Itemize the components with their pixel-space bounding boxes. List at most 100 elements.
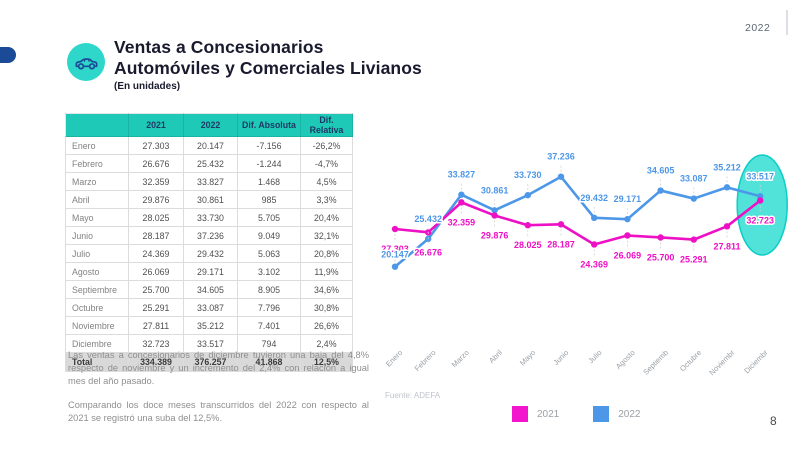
month-cell: Noviembre bbox=[65, 316, 129, 335]
value-cell: 27.811 bbox=[128, 316, 184, 335]
value-cell: 25.291 bbox=[128, 298, 184, 317]
data-label-2022: 30.861 bbox=[481, 185, 509, 195]
value-cell: 2,4% bbox=[300, 334, 353, 353]
page-title: Ventas a Concesionarios Automóviles y Co… bbox=[114, 37, 422, 79]
data-label-2022: 29.171 bbox=[614, 194, 642, 204]
value-cell: 3.102 bbox=[237, 262, 301, 281]
table-row: Noviembre 27.811 35.212 7.401 26,6% bbox=[65, 316, 353, 335]
table-row: Mayo 28.025 33.730 5.705 20,4% bbox=[65, 208, 353, 227]
x-axis-label: Septiemb bbox=[641, 348, 670, 377]
x-axis-label: Febrero bbox=[413, 348, 438, 373]
series-2021-point bbox=[723, 223, 731, 230]
table-row: Julio 24.369 29.432 5.063 20,8% bbox=[65, 244, 353, 263]
value-cell: 33.087 bbox=[183, 298, 238, 317]
car-icon bbox=[75, 57, 97, 70]
value-cell: 37.236 bbox=[183, 226, 238, 245]
value-cell: 28.025 bbox=[128, 208, 184, 227]
x-axis-label: Mayo bbox=[518, 348, 537, 367]
series-2022-point bbox=[524, 191, 531, 199]
page-subtitle: (En unidades) bbox=[114, 81, 181, 92]
month-cell: Abril bbox=[65, 190, 129, 209]
value-cell: 26.676 bbox=[128, 154, 184, 173]
value-cell: 29.171 bbox=[183, 262, 238, 281]
data-label-2022: 35.212 bbox=[713, 162, 741, 172]
series-2021-point bbox=[591, 241, 598, 248]
table-body: Enero 27.303 20.147 -7.156 -26,2% Febrero 26.6… bbox=[65, 136, 353, 372]
data-label-2022: 29.432 bbox=[580, 193, 608, 203]
data-label-2022: 33.730 bbox=[514, 170, 542, 180]
data-label-2021: 26.676 bbox=[414, 247, 442, 257]
table-row: Junio 28.187 37.236 9.049 32,1% bbox=[65, 226, 353, 245]
table-row: Abril 29.876 30.861 985 3,3% bbox=[65, 190, 353, 209]
value-cell: 32,1% bbox=[300, 226, 353, 245]
value-cell: -26,2% bbox=[300, 136, 353, 155]
x-axis-label: Diciembr bbox=[742, 348, 770, 376]
series-2022-point bbox=[491, 207, 498, 214]
x-axis-label: Agosto bbox=[614, 348, 637, 371]
data-label-2021: 27.811 bbox=[713, 241, 740, 251]
value-cell: 26,6% bbox=[300, 316, 353, 335]
x-axis-label: Julio bbox=[586, 348, 603, 365]
data-label-2022: 34.605 bbox=[647, 166, 675, 176]
series-2022-point bbox=[624, 215, 631, 223]
commentary-paragraph-2: Comparando los doce meses transcurridos … bbox=[68, 400, 369, 424]
x-axis-label: Octubre bbox=[678, 348, 703, 373]
table-row: Septiembre 25.700 34.605 8.905 34,6% bbox=[65, 280, 353, 299]
table-row: Agosto 26.069 29.171 3.102 11,9% bbox=[65, 262, 353, 281]
data-label-2022: 33.087 bbox=[680, 174, 708, 184]
value-cell: 20,8% bbox=[300, 244, 353, 263]
data-label-2021: 28.187 bbox=[547, 239, 575, 249]
month-cell: Total bbox=[65, 352, 129, 372]
legend-swatch-2021 bbox=[512, 406, 528, 422]
value-cell: 985 bbox=[237, 190, 301, 209]
value-cell: 26.069 bbox=[128, 262, 184, 281]
data-label-2021: 32.359 bbox=[448, 217, 476, 227]
month-cell: Febrero bbox=[65, 154, 129, 173]
data-label-2022: 33.517 bbox=[746, 171, 774, 181]
header-2022: 2022 bbox=[183, 113, 238, 137]
data-label-2021: 25.700 bbox=[647, 252, 675, 262]
table-row: Enero 27.303 20.147 -7.156 -26,2% bbox=[65, 136, 353, 155]
value-cell: 34,6% bbox=[300, 280, 353, 299]
series-2022-point bbox=[557, 173, 565, 180]
value-cell: 29.876 bbox=[128, 190, 184, 209]
value-cell: 34.605 bbox=[183, 280, 238, 299]
table-header-row: 2021 2022 Dif. Absoluta Dif. Relativa bbox=[65, 113, 353, 137]
x-axis-label: Marzo bbox=[450, 348, 471, 369]
legend-item-2022: 2022 bbox=[593, 406, 641, 422]
value-cell: 334.389 bbox=[128, 352, 184, 372]
value-cell: 30.861 bbox=[183, 190, 238, 209]
table-row: Marzo 32.359 33.827 1.468 4,5% bbox=[65, 172, 353, 191]
value-cell: 25.432 bbox=[183, 154, 238, 173]
header-month bbox=[65, 113, 129, 137]
value-cell: -1.244 bbox=[237, 154, 301, 173]
value-cell: 4,5% bbox=[300, 172, 353, 191]
value-cell: 33.730 bbox=[183, 208, 238, 227]
series-2021-point bbox=[391, 225, 399, 233]
data-label-2022: 25.432 bbox=[414, 214, 442, 224]
commentary-paragraph-1: Las ventas a concesionarios de diciembre… bbox=[68, 350, 369, 387]
series-2021-point bbox=[757, 197, 764, 204]
value-cell: 24.369 bbox=[128, 244, 184, 263]
car-icon-badge bbox=[67, 43, 105, 81]
value-cell: 7.796 bbox=[237, 298, 301, 317]
value-cell: 32.359 bbox=[128, 172, 184, 191]
accent-pill bbox=[0, 47, 16, 63]
value-cell: 8.905 bbox=[237, 280, 301, 299]
value-cell: 33.827 bbox=[183, 172, 238, 191]
value-cell: 3,3% bbox=[300, 190, 353, 209]
chart-legend: 2021 2022 bbox=[512, 406, 641, 422]
data-label-2021: 28.025 bbox=[514, 240, 542, 250]
value-cell: 7.401 bbox=[237, 316, 301, 335]
value-cell: 20.147 bbox=[183, 136, 238, 155]
header-2021: 2021 bbox=[128, 113, 184, 137]
value-cell: 32.723 bbox=[128, 334, 184, 353]
data-label-2021: 26.069 bbox=[614, 251, 642, 261]
month-cell: Julio bbox=[65, 244, 129, 263]
commentary: Las ventas a concesionarios de diciembre… bbox=[68, 349, 369, 436]
value-cell: 41.868 bbox=[237, 352, 301, 372]
series-2022-point bbox=[657, 187, 664, 194]
month-cell: Diciembre bbox=[65, 334, 129, 353]
value-cell: 1.468 bbox=[237, 172, 301, 191]
legend-swatch-2022 bbox=[593, 406, 610, 422]
